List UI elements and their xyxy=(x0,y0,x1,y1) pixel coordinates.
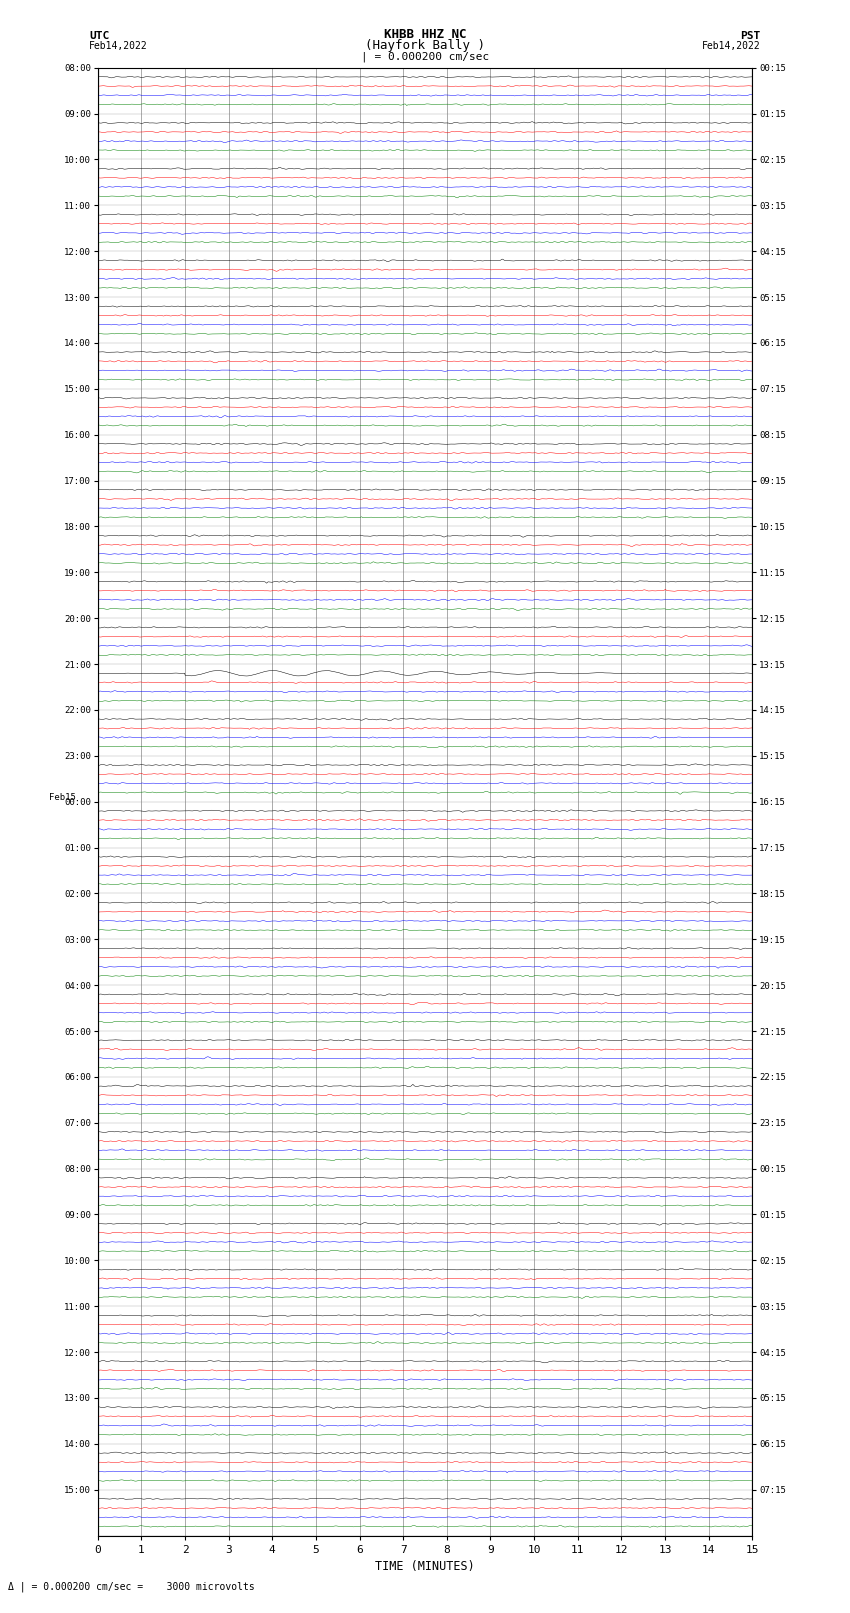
X-axis label: TIME (MINUTES): TIME (MINUTES) xyxy=(375,1560,475,1573)
Text: PST: PST xyxy=(740,31,761,40)
Text: Δ | = 0.000200 cm/sec =    3000 microvolts: Δ | = 0.000200 cm/sec = 3000 microvolts xyxy=(8,1581,255,1592)
Text: Feb14,2022: Feb14,2022 xyxy=(89,40,148,50)
Text: | = 0.000200 cm/sec: | = 0.000200 cm/sec xyxy=(361,52,489,63)
Text: Feb14,2022: Feb14,2022 xyxy=(702,40,761,50)
Text: KHBB HHZ NC: KHBB HHZ NC xyxy=(383,27,467,40)
Text: UTC: UTC xyxy=(89,31,110,40)
Text: Feb15: Feb15 xyxy=(48,792,76,802)
Text: (Hayfork Bally ): (Hayfork Bally ) xyxy=(365,39,485,52)
